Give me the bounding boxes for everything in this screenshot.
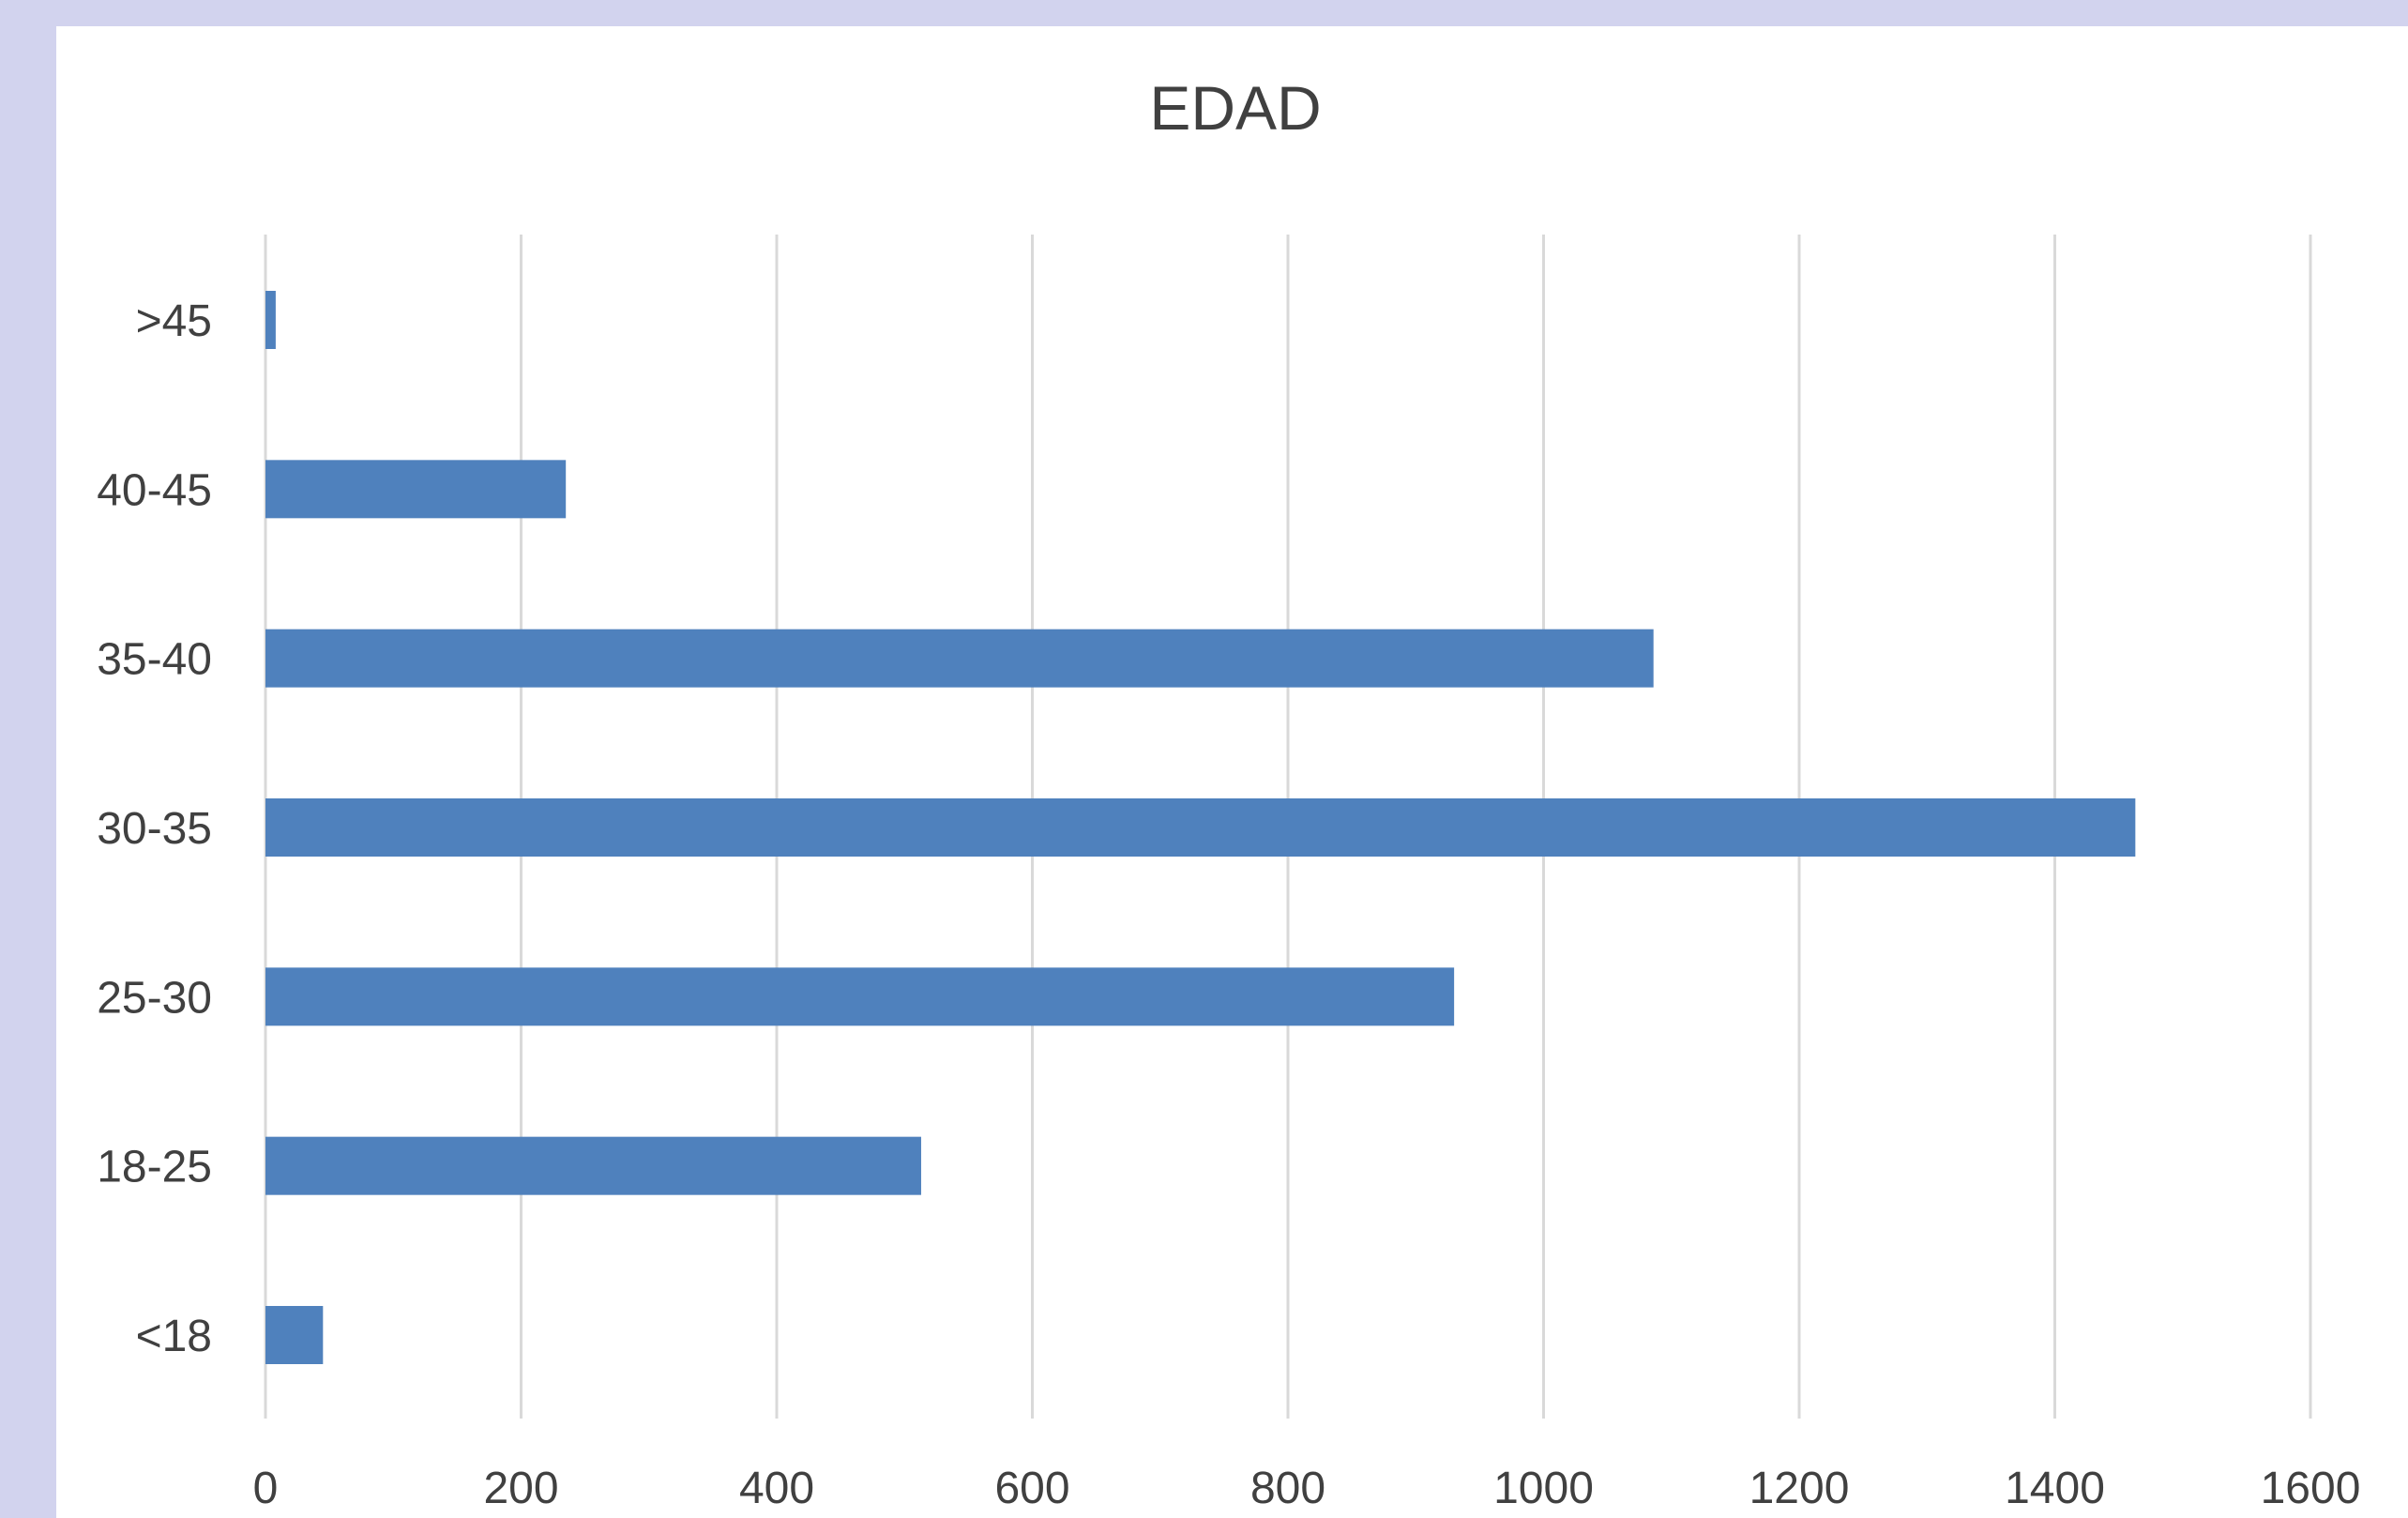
x-tick-label: 1000 <box>1493 1464 1594 1513</box>
y-axis-labels: <18 18-25 25-30 30-35 35-40 40-45 >45 <box>97 296 212 1361</box>
y-category-label: <18 <box>136 1312 212 1361</box>
x-tick-label: 200 <box>483 1464 558 1513</box>
x-axis-labels: 0 200 400 600 800 1000 1200 1400 1600 <box>253 1464 2361 1513</box>
bars <box>265 291 2136 1364</box>
x-tick-label: 400 <box>739 1464 814 1513</box>
x-tick-label: 600 <box>994 1464 1069 1513</box>
x-tick-label: 0 <box>253 1464 279 1513</box>
x-tick-label: 1200 <box>1749 1464 1850 1513</box>
chart-panel <box>56 26 2408 1518</box>
chart-title: EDAD <box>1149 73 1321 143</box>
bar <box>265 1136 921 1195</box>
x-tick-label: 800 <box>1250 1464 1325 1513</box>
x-tick-label: 1600 <box>2261 1464 2361 1513</box>
bar <box>265 460 567 519</box>
y-category-label: 40-45 <box>97 465 212 515</box>
y-category-label: 35-40 <box>97 635 212 685</box>
x-tick-label: 1400 <box>2005 1464 2105 1513</box>
y-category-label: 18-25 <box>97 1143 212 1192</box>
y-category-label: >45 <box>136 296 212 346</box>
bar <box>265 1306 324 1364</box>
bar <box>265 798 2136 857</box>
bar <box>265 291 276 349</box>
bar <box>265 967 1455 1026</box>
y-category-label: 25-30 <box>97 973 212 1023</box>
y-category-label: 30-35 <box>97 804 212 854</box>
bar <box>265 629 1654 688</box>
